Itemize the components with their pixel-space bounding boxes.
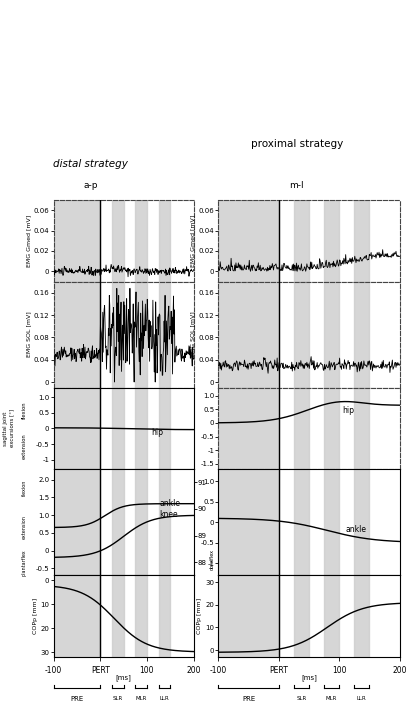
Bar bbox=[218, 388, 279, 469]
Text: a-p: a-p bbox=[83, 181, 98, 190]
Bar bbox=[135, 200, 147, 281]
Bar bbox=[294, 575, 309, 657]
Bar bbox=[294, 281, 309, 388]
Bar bbox=[54, 388, 100, 469]
Bar bbox=[324, 469, 339, 575]
Bar bbox=[135, 469, 147, 575]
Y-axis label: COPp [mm]: COPp [mm] bbox=[33, 598, 37, 634]
Bar bbox=[112, 281, 124, 388]
Bar bbox=[354, 200, 370, 281]
Bar bbox=[159, 469, 170, 575]
Bar bbox=[112, 388, 124, 469]
Bar bbox=[324, 200, 339, 281]
Bar bbox=[294, 200, 309, 281]
Bar bbox=[135, 575, 147, 657]
Bar bbox=[54, 281, 100, 388]
Text: PRE: PRE bbox=[70, 696, 84, 702]
Y-axis label: EMG Gmed [mV]: EMG Gmed [mV] bbox=[191, 215, 196, 267]
Text: hip: hip bbox=[152, 428, 164, 437]
Bar bbox=[112, 469, 124, 575]
Bar bbox=[159, 200, 170, 281]
Text: flexion: flexion bbox=[22, 480, 27, 496]
Text: sagittal joint
excursions [°]: sagittal joint excursions [°] bbox=[3, 409, 14, 448]
Text: MLR: MLR bbox=[136, 696, 147, 701]
Text: LLR: LLR bbox=[159, 696, 169, 701]
Text: m-l: m-l bbox=[289, 181, 304, 190]
Y-axis label: EMG SOL [mV]: EMG SOL [mV] bbox=[26, 312, 31, 358]
Bar bbox=[324, 281, 339, 388]
Text: hip: hip bbox=[342, 406, 354, 416]
Bar bbox=[294, 469, 309, 575]
Bar bbox=[218, 575, 279, 657]
Bar bbox=[324, 575, 339, 657]
Text: MLR: MLR bbox=[326, 696, 337, 701]
Text: extension: extension bbox=[22, 433, 27, 459]
Text: ankle: ankle bbox=[159, 499, 180, 508]
Text: plantarflex: plantarflex bbox=[22, 549, 27, 576]
Text: distal strategy: distal strategy bbox=[53, 159, 128, 169]
Text: [ms]: [ms] bbox=[116, 675, 131, 681]
Y-axis label: EMG SOL [mV]: EMG SOL [mV] bbox=[191, 312, 196, 358]
Bar bbox=[112, 575, 124, 657]
Bar bbox=[159, 281, 170, 388]
Text: [ms]: [ms] bbox=[301, 675, 317, 681]
Bar bbox=[218, 469, 279, 575]
Text: knee: knee bbox=[159, 510, 178, 519]
Text: LLR: LLR bbox=[357, 696, 367, 701]
Text: PRE: PRE bbox=[242, 696, 255, 702]
Bar bbox=[354, 575, 370, 657]
Text: ankle: ankle bbox=[345, 526, 366, 535]
Text: SLR: SLR bbox=[112, 696, 123, 701]
Bar bbox=[54, 200, 100, 281]
Bar bbox=[54, 575, 100, 657]
Bar bbox=[135, 281, 147, 388]
Bar bbox=[294, 388, 309, 469]
Text: extension: extension bbox=[22, 516, 27, 540]
Bar bbox=[354, 388, 370, 469]
Bar bbox=[218, 281, 279, 388]
Bar bbox=[112, 200, 124, 281]
Bar bbox=[324, 388, 339, 469]
Bar bbox=[354, 469, 370, 575]
Y-axis label: EMG Gmed [mV]: EMG Gmed [mV] bbox=[26, 215, 31, 267]
Bar bbox=[218, 200, 279, 281]
Bar bbox=[354, 281, 370, 388]
Bar bbox=[54, 469, 100, 575]
Text: flexion: flexion bbox=[22, 402, 27, 419]
Text: SLR: SLR bbox=[296, 696, 307, 701]
Text: proximal strategy: proximal strategy bbox=[250, 139, 343, 149]
Bar bbox=[135, 388, 147, 469]
Text: dorsiflex: dorsiflex bbox=[209, 549, 214, 570]
Bar bbox=[159, 575, 170, 657]
Y-axis label: COPp [mm]: COPp [mm] bbox=[197, 598, 202, 634]
Bar bbox=[159, 388, 170, 469]
